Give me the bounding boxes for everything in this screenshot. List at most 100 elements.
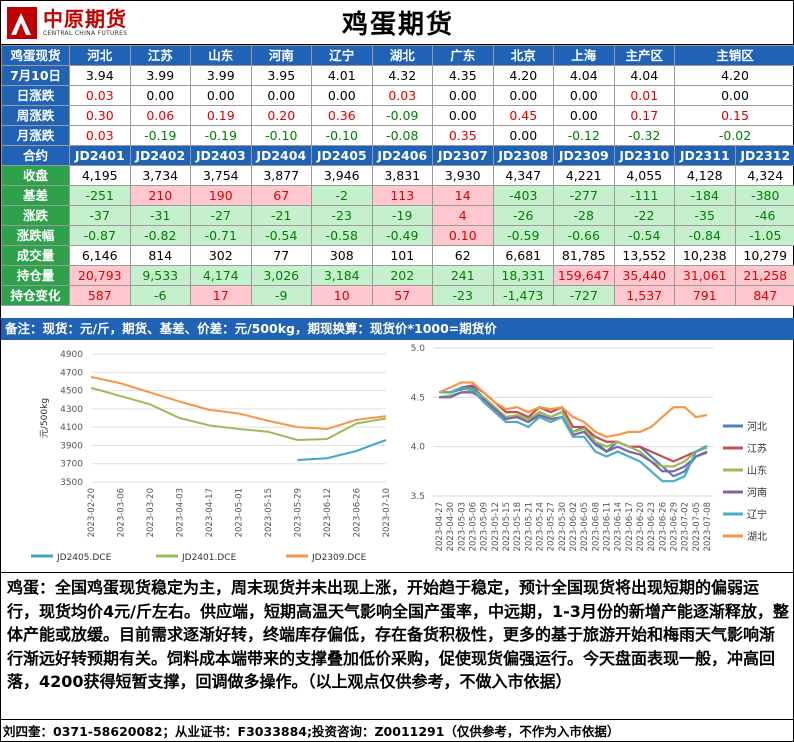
spot-cell: -0.08	[371, 125, 433, 146]
futures-cell: 3,877	[250, 165, 312, 186]
futures-row-label: 持仓量	[1, 265, 70, 286]
futures-cell: 6,146	[69, 245, 131, 266]
spot-cell: -0.19	[129, 125, 191, 146]
futures-cell: 4,174	[190, 265, 252, 286]
futures-cell: -46	[734, 205, 794, 226]
x-tick-label: 2023-06-23	[647, 502, 657, 551]
spot-cell: 0.30	[69, 105, 131, 126]
spot-cell: 4.35	[432, 65, 494, 86]
y-tick-label: 4900	[60, 350, 83, 360]
futures-cell: 3,946	[311, 165, 373, 186]
region-header: 山东	[190, 45, 252, 66]
futures-cell: 10,279	[734, 245, 794, 266]
contract-header: JD2405	[311, 145, 373, 166]
x-tick-label: 2023-03-06	[117, 488, 127, 537]
futures-cell: -6	[129, 285, 191, 306]
x-tick-label: 2023-05-01	[235, 488, 245, 537]
x-tick-label: 2023-07-10	[382, 488, 392, 537]
legend-label: JD2405.DCE	[56, 553, 112, 563]
contract-header: JD2403	[190, 145, 252, 166]
contract-label: 合约	[1, 145, 70, 166]
logo-cn: 中原期货	[43, 6, 127, 31]
futures-cell: -23	[432, 285, 494, 306]
futures-cell: 159,647	[553, 265, 615, 286]
region-header: 广东	[432, 45, 494, 66]
spot-cell: 0.19	[190, 105, 252, 126]
x-tick-label: 2023-05-18	[513, 502, 523, 551]
x-tick-label: 2023-06-08	[591, 502, 601, 551]
spot-cell: -0.10	[250, 125, 312, 146]
futures-row: 成交量 6,146 814 302 77 308 101 62 6,681 81,785 13,55…	[1, 245, 794, 266]
futures-cell: 67	[250, 185, 312, 206]
contract-header: JD2402	[129, 145, 191, 166]
x-tick-label: 2023-03-20	[146, 488, 156, 537]
spot-cell: 0.00	[553, 85, 615, 106]
spot-cell: 0.00	[553, 105, 615, 126]
futures-cell: -0.59	[492, 225, 554, 246]
spot-row-label: 周涨跌	[1, 105, 70, 126]
futures-cell: -0.71	[190, 225, 252, 246]
futures-cell: 6,681	[492, 245, 554, 266]
futures-row: 持仓变化 587 -6 17 -9 10 57 -23 -1,473 -727 1,537 791 84…	[1, 285, 794, 306]
y-tick-label: 3500	[60, 478, 83, 488]
x-tick-label: 2023-05-06	[469, 502, 479, 551]
spot-header-row: 鸡蛋现货 河北 江苏 山东 河南 辽宁 湖北 广东 北京 上海 主产区 主销区	[1, 45, 794, 66]
legend-label: 湖北	[747, 531, 767, 543]
futures-cell: -0.87	[69, 225, 131, 246]
futures-cell: 81,785	[553, 245, 615, 266]
spot-cell: 4.01	[311, 65, 373, 86]
spot-cell: 0.00	[673, 85, 794, 106]
x-tick-label: 2023-04-27	[435, 502, 445, 551]
logo-en: CENTRAL CHINA FUTURES	[43, 29, 128, 37]
futures-cell: -28	[553, 205, 615, 226]
x-tick-label: 2023-05-03	[457, 502, 467, 551]
futures-cell: 113	[371, 185, 433, 206]
series-line	[297, 439, 387, 462]
region-header: 主销区	[673, 45, 794, 66]
futures-cell: 20,793	[69, 265, 131, 286]
region-header: 北京	[492, 45, 554, 66]
futures-cell: 814	[129, 245, 191, 266]
x-tick-label: 2023-06-29	[670, 502, 680, 551]
x-tick-label: 2023-06-26	[353, 488, 363, 537]
contract-header: JD2404	[250, 145, 312, 166]
futures-cell: -727	[553, 285, 615, 306]
futures-cell: -251	[69, 185, 131, 206]
futures-row-label: 涨跌幅	[1, 225, 70, 246]
futures-cell: -35	[674, 205, 736, 226]
futures-cell: 202	[371, 265, 433, 286]
spot-label: 鸡蛋现货	[1, 45, 70, 66]
futures-cell: 21,258	[734, 265, 794, 286]
futures-cell: 9,533	[129, 265, 191, 286]
futures-cell: -19	[371, 205, 433, 226]
futures-cell: -111	[613, 185, 675, 206]
futures-cell: -0.54	[250, 225, 312, 246]
region-header: 上海	[553, 45, 615, 66]
contract-header: JD2307	[432, 145, 494, 166]
contract-header: JD2309	[553, 145, 615, 166]
charts-area: 3500 3700 3900 4100 4300 4500 4700 4900 元/500kg 2…	[1, 340, 794, 573]
futures-cell: 4,195	[69, 165, 131, 186]
contract-header: JD2406	[371, 145, 433, 166]
futures-cell: -0.84	[674, 225, 736, 246]
table-note: 备注：现货：元/斤，期货、基差、价差：元/500kg，期现换算：现货价*1000…	[1, 318, 794, 340]
series-line	[438, 381, 708, 438]
y-tick-label: 4.0	[411, 443, 426, 453]
futures-cell: 35,440	[613, 265, 675, 286]
futures-row: 收盘 4,195 3,734 3,754 3,877 3,946 3,831 3,930 4,3…	[1, 165, 794, 186]
futures-cell: -26	[492, 205, 554, 226]
logo-icon	[7, 6, 37, 39]
futures-cell: 10,238	[674, 245, 736, 266]
futures-cell: 0.10	[432, 225, 494, 246]
contract-header: JD2310	[613, 145, 675, 166]
spot-cell: 0.00	[432, 85, 494, 106]
market-table-body: 鸡蛋现货 河北 江苏 山东 河南 辽宁 湖北 广东 北京 上海 主产区 主销区 7月10日 3.94 3.9…	[1, 45, 794, 306]
futures-cell: -22	[613, 205, 675, 226]
futures-cell: 3,831	[371, 165, 433, 186]
futures-cell: 3,754	[190, 165, 252, 186]
x-tick-label: 2023-06-11	[603, 502, 613, 551]
x-tick-label: 2023-07-02	[681, 502, 691, 551]
futures-cell: 13,552	[613, 245, 675, 266]
spot-row: 周涨跌 0.30 0.06 0.19 0.20 0.36 -0.09 0.00 0.45 0.00…	[1, 105, 794, 126]
